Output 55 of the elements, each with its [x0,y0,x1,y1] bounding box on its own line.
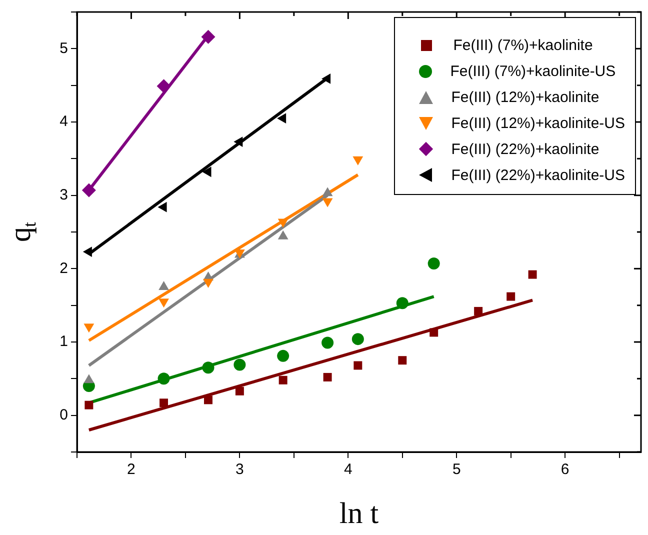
x-axis-title: ln t [339,496,380,530]
point [323,372,332,382]
point [430,328,438,337]
point [528,270,537,279]
point [202,362,214,374]
point [234,358,246,371]
point [277,350,290,362]
x-tick-label: 2 [127,461,136,478]
x-tick-label: 6 [560,461,570,478]
point [352,333,364,346]
point [322,198,333,208]
point [278,218,288,228]
point [474,306,483,316]
point [204,396,212,404]
point [158,298,169,308]
y-tick-label: 4 [60,113,68,130]
point [82,246,92,257]
point [202,166,212,178]
point [158,202,167,212]
point [156,79,171,94]
legend-label: Fe(III) (7%)+kaolinite-US [450,62,616,80]
point [354,361,362,370]
y-axis-title: qt [4,222,40,242]
x-tick-label: 5 [452,461,461,478]
point [82,183,96,198]
point [352,156,364,166]
legend-label: Fe(III) (22%)+kaolinite [451,140,600,158]
point [277,113,286,124]
point [322,336,334,349]
legend-label: Fe(III) (12%)+kaolinite [451,88,600,106]
point [398,356,407,365]
point [160,398,168,408]
point [506,292,516,301]
point [203,278,214,288]
legend-label: Fe(III) (22%)+kaolinite-US [451,166,625,184]
point [234,136,243,147]
legend-label: Fe(III) (12%)+kaolinite-US [451,114,625,132]
y-tick-label: 2 [60,260,68,277]
point [158,372,170,385]
x-tick-label: 3 [236,461,244,478]
point [84,374,94,384]
y-tick-label: 1 [60,333,68,350]
legend-label: Fe(III) (7%)+kaolinite [453,36,593,54]
point [201,30,216,44]
y-tick-label: 5 [60,40,68,57]
y-tick-label: 3 [60,186,68,204]
y-tick-label: 0 [60,406,68,424]
point [396,297,408,310]
point [278,376,288,384]
point [428,258,440,270]
x-tick-label: 4 [344,461,352,478]
point [84,400,94,410]
point [235,386,244,396]
point [322,74,331,84]
point [84,324,94,333]
